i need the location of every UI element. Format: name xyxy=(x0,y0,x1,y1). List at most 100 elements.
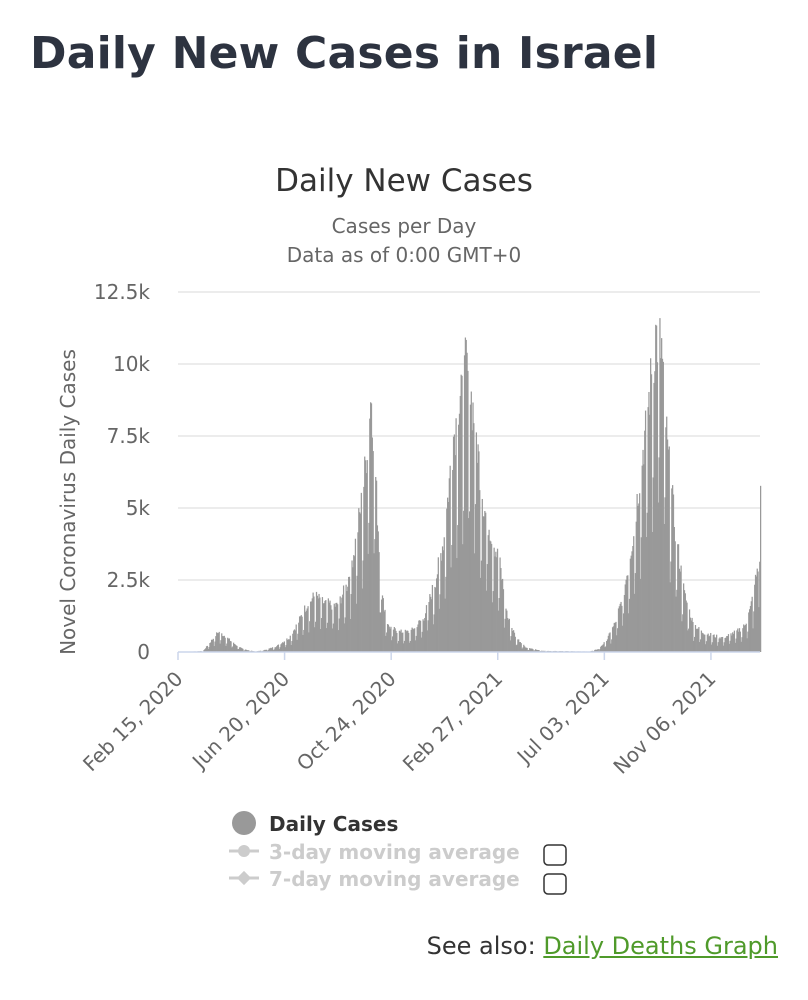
daily-cases-bar xyxy=(279,647,281,652)
daily-cases-bar xyxy=(529,648,531,652)
daily-cases-bar xyxy=(210,639,213,652)
y-tick-label: 2.5k xyxy=(107,568,151,592)
daily-cases-bar xyxy=(285,645,287,652)
daily-cases-bar xyxy=(270,647,272,652)
daily-cases-bar xyxy=(221,633,223,652)
daily-cases-bar xyxy=(620,601,622,652)
daily-cases-bar xyxy=(392,629,395,652)
daily-cases-bar xyxy=(387,624,390,652)
daily-cases-bar xyxy=(462,544,464,652)
daily-cases-bar xyxy=(209,642,211,652)
daily-cases-bar xyxy=(636,494,638,652)
daily-cases-bar xyxy=(513,632,516,652)
daily-cases-bar xyxy=(669,582,671,652)
daily-cases-bar xyxy=(312,592,314,652)
daily-cases-bar xyxy=(320,629,322,652)
daily-cases-bar xyxy=(340,603,342,652)
daily-cases-bar xyxy=(693,640,695,652)
daily-cases-bar xyxy=(434,586,436,652)
legend-checkbox[interactable] xyxy=(543,844,567,866)
daily-cases-bar xyxy=(666,439,669,652)
daily-cases-bar xyxy=(649,414,651,652)
daily-cases-bar xyxy=(472,402,474,652)
legend-item[interactable]: 3-day moving average xyxy=(229,840,567,866)
daily-cases-bar xyxy=(638,503,640,652)
daily-cases-bar xyxy=(287,639,289,652)
daily-cases-bar xyxy=(503,627,505,652)
daily-cases-bar xyxy=(497,610,500,652)
daily-cases-bar xyxy=(484,510,486,652)
daily-cases-bar xyxy=(477,444,479,652)
daily-cases-bar xyxy=(216,633,219,652)
daily-cases-bar xyxy=(676,589,678,652)
daily-cases-bar xyxy=(436,574,439,652)
daily-cases-bar xyxy=(331,609,333,652)
daily-cases-bar xyxy=(326,628,328,652)
daily-cases-bar xyxy=(242,648,244,652)
daily-cases-bar xyxy=(672,485,674,652)
legend-marker-circle xyxy=(238,845,250,857)
daily-cases-bar xyxy=(474,504,477,652)
daily-cases-bar xyxy=(608,633,610,652)
daily-cases-bar xyxy=(323,603,325,652)
daily-cases-bar xyxy=(410,629,412,652)
daily-cases-bar xyxy=(402,632,404,652)
daily-cases-bar xyxy=(644,410,647,652)
daily-cases-bar xyxy=(471,430,473,652)
daily-deaths-graph-link[interactable]: Daily Deaths Graph xyxy=(543,932,778,960)
daily-cases-bar xyxy=(705,641,708,652)
daily-cases-bar xyxy=(721,636,724,652)
daily-cases-bar xyxy=(298,616,301,652)
daily-cases-bar xyxy=(211,639,214,652)
legend-item[interactable]: Daily Cases xyxy=(232,811,398,836)
daily-cases-bar xyxy=(515,645,517,652)
daily-cases-bar xyxy=(403,640,406,652)
daily-cases-bar xyxy=(739,631,741,652)
daily-cases-bar xyxy=(474,553,476,652)
daily-cases-bar xyxy=(344,617,346,652)
daily-cases-bar xyxy=(595,649,598,652)
daily-cases-bar xyxy=(699,639,702,652)
legend-item[interactable]: 7-day moving average xyxy=(229,867,567,895)
daily-cases-bar xyxy=(453,434,456,652)
daily-cases-bar xyxy=(525,647,527,652)
legend-checkbox[interactable] xyxy=(543,873,567,895)
daily-cases-bar xyxy=(309,621,311,652)
daily-cases-bar xyxy=(753,611,755,652)
daily-cases-bar xyxy=(752,628,754,652)
daily-cases-bar xyxy=(346,591,348,652)
daily-cases-bar xyxy=(679,571,681,652)
daily-cases-bar xyxy=(214,641,216,652)
daily-cases-bar xyxy=(333,603,335,652)
daily-cases-bar xyxy=(606,640,608,652)
daily-cases-bar xyxy=(282,642,285,652)
daily-cases-bar xyxy=(438,608,440,652)
x-tick-label: Feb 15, 2020 xyxy=(78,667,187,776)
daily-cases-bar xyxy=(463,355,466,652)
daily-cases-bar xyxy=(337,630,340,652)
daily-cases-bar xyxy=(729,640,731,652)
daily-cases-bar xyxy=(604,647,606,652)
daily-cases-bar xyxy=(647,407,649,652)
daily-cases-bar xyxy=(314,627,316,652)
daily-cases-bar xyxy=(758,607,760,652)
daily-cases-bar xyxy=(204,649,206,652)
daily-cases-bar xyxy=(307,606,309,652)
legend[interactable]: Daily Cases 3-day moving average 7-day mov… xyxy=(229,811,567,895)
daily-cases-bar xyxy=(430,596,432,652)
daily-cases-bar xyxy=(520,643,522,652)
see-also: See also: Daily Deaths Graph xyxy=(427,932,778,960)
daily-cases-bar xyxy=(232,646,234,652)
daily-cases-bar xyxy=(692,622,694,652)
daily-cases-bar xyxy=(672,494,675,652)
daily-cases-bar xyxy=(747,631,749,652)
daily-cases-bar xyxy=(267,650,269,652)
daily-cases-bar xyxy=(341,597,343,652)
daily-cases-bar xyxy=(300,615,302,652)
daily-cases-bar xyxy=(630,555,632,652)
daily-cases-bar xyxy=(686,602,688,652)
daily-cases-bar xyxy=(375,480,378,652)
daily-cases-bar xyxy=(599,649,601,652)
daily-cases-bar xyxy=(701,632,703,652)
daily-cases-bar xyxy=(751,596,753,652)
